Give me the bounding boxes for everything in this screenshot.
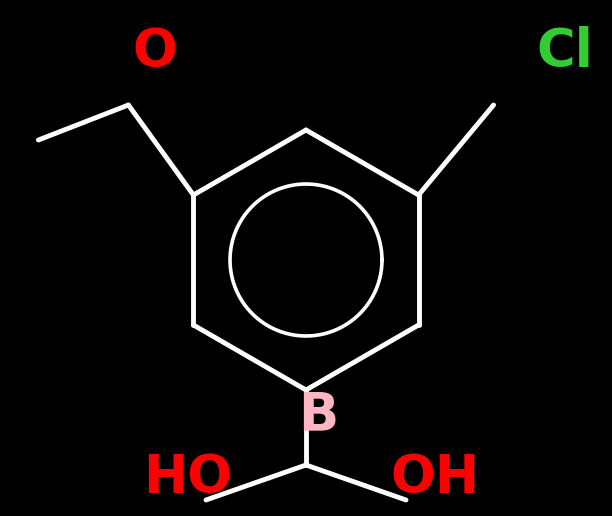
Text: B: B (298, 389, 338, 441)
Text: O: O (133, 26, 177, 78)
Text: OH: OH (390, 452, 480, 504)
Text: Cl: Cl (537, 26, 594, 78)
Text: HO: HO (143, 452, 233, 504)
